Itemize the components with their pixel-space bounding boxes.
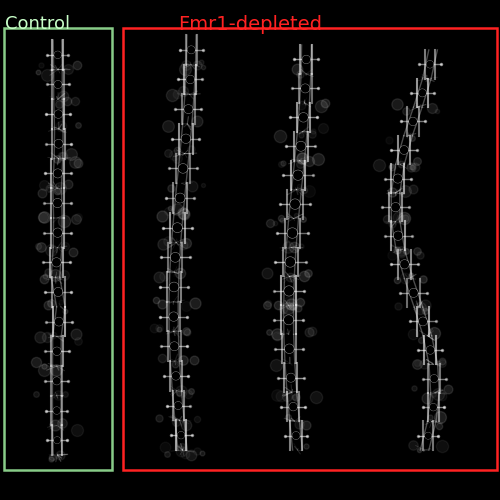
- Circle shape: [54, 378, 60, 384]
- Circle shape: [286, 345, 293, 352]
- Circle shape: [419, 90, 426, 96]
- Circle shape: [427, 62, 433, 67]
- Text: Fmr1-depleted: Fmr1-depleted: [178, 15, 322, 34]
- Circle shape: [187, 76, 194, 83]
- Circle shape: [178, 432, 184, 438]
- Circle shape: [426, 433, 431, 438]
- Circle shape: [410, 290, 417, 296]
- Circle shape: [172, 254, 179, 262]
- Circle shape: [300, 114, 307, 121]
- Circle shape: [290, 404, 296, 410]
- Circle shape: [179, 164, 187, 172]
- Circle shape: [174, 224, 182, 232]
- Circle shape: [394, 175, 402, 182]
- Circle shape: [284, 316, 292, 324]
- Circle shape: [431, 376, 438, 382]
- Circle shape: [285, 287, 293, 295]
- Circle shape: [293, 432, 299, 438]
- Circle shape: [176, 194, 184, 202]
- Circle shape: [410, 118, 416, 125]
- Circle shape: [392, 204, 400, 211]
- Circle shape: [297, 142, 305, 150]
- Circle shape: [54, 288, 62, 296]
- Circle shape: [175, 402, 182, 408]
- Circle shape: [288, 374, 294, 382]
- Circle shape: [291, 200, 299, 208]
- Circle shape: [394, 232, 402, 239]
- Circle shape: [303, 56, 310, 63]
- Circle shape: [56, 318, 62, 325]
- Circle shape: [182, 135, 190, 142]
- Circle shape: [170, 283, 178, 291]
- Circle shape: [188, 46, 194, 53]
- Circle shape: [302, 85, 309, 92]
- Bar: [4, 28, 112, 470]
- Circle shape: [54, 408, 60, 414]
- Circle shape: [54, 229, 62, 236]
- Circle shape: [185, 106, 192, 112]
- Circle shape: [55, 82, 61, 87]
- Circle shape: [420, 318, 426, 325]
- Circle shape: [401, 260, 408, 268]
- Circle shape: [54, 200, 61, 206]
- Circle shape: [53, 258, 60, 266]
- Circle shape: [286, 258, 294, 266]
- Bar: [122, 28, 496, 470]
- Circle shape: [400, 146, 407, 154]
- Circle shape: [288, 229, 296, 237]
- Circle shape: [55, 111, 62, 117]
- Circle shape: [55, 140, 62, 147]
- Circle shape: [54, 438, 60, 443]
- Circle shape: [54, 348, 60, 354]
- Circle shape: [54, 170, 62, 177]
- Circle shape: [170, 342, 178, 350]
- Circle shape: [170, 313, 177, 320]
- Circle shape: [172, 372, 179, 380]
- Circle shape: [427, 346, 434, 354]
- Circle shape: [55, 52, 60, 58]
- Text: Control: Control: [5, 15, 70, 33]
- Circle shape: [430, 404, 436, 410]
- Circle shape: [294, 171, 302, 179]
